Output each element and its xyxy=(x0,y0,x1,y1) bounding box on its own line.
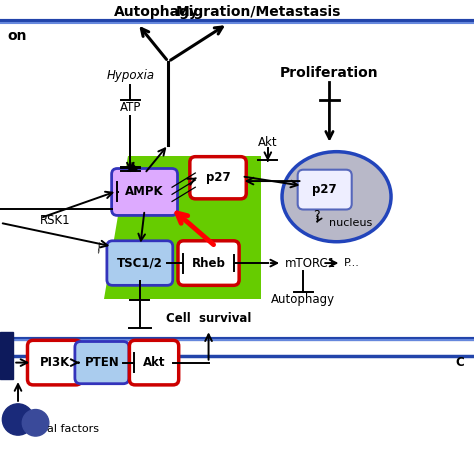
Text: Akt: Akt xyxy=(258,136,278,149)
Bar xyxy=(0,332,13,379)
Text: PTEN: PTEN xyxy=(84,356,119,369)
Text: Migration/Metastasis: Migration/Metastasis xyxy=(176,5,341,19)
Text: Autophagy: Autophagy xyxy=(271,293,336,306)
FancyBboxPatch shape xyxy=(129,340,179,385)
Text: Proliferation: Proliferation xyxy=(280,66,379,81)
Text: RSK1: RSK1 xyxy=(40,214,71,227)
Text: TSC1/2: TSC1/2 xyxy=(117,256,163,270)
Text: /: / xyxy=(96,241,103,254)
FancyBboxPatch shape xyxy=(107,241,173,285)
Text: nucleus: nucleus xyxy=(329,218,373,228)
Text: p27: p27 xyxy=(206,171,230,184)
FancyBboxPatch shape xyxy=(27,340,82,385)
Text: Cell  survival: Cell survival xyxy=(166,312,251,325)
FancyBboxPatch shape xyxy=(111,169,177,215)
Text: Hypoxia: Hypoxia xyxy=(106,69,155,82)
Text: Akt: Akt xyxy=(143,356,165,369)
Circle shape xyxy=(2,404,34,435)
FancyBboxPatch shape xyxy=(178,241,239,285)
Text: al factors: al factors xyxy=(47,424,100,434)
Text: P...: P... xyxy=(344,258,359,268)
Text: Rheb: Rheb xyxy=(191,256,226,270)
Circle shape xyxy=(22,410,49,436)
Text: mTORC1: mTORC1 xyxy=(284,256,336,270)
Text: C: C xyxy=(456,356,465,369)
Text: Autophagy: Autophagy xyxy=(114,5,199,19)
Text: AMPK: AMPK xyxy=(125,185,164,199)
Ellipse shape xyxy=(282,152,391,242)
Polygon shape xyxy=(104,156,261,299)
Text: ?: ? xyxy=(313,209,320,222)
Text: p27: p27 xyxy=(312,183,337,196)
FancyBboxPatch shape xyxy=(190,156,246,199)
FancyBboxPatch shape xyxy=(75,342,129,384)
Text: ATP: ATP xyxy=(119,101,141,114)
Text: on: on xyxy=(7,28,27,43)
FancyBboxPatch shape xyxy=(298,170,352,210)
Text: PI3K: PI3K xyxy=(39,356,70,369)
